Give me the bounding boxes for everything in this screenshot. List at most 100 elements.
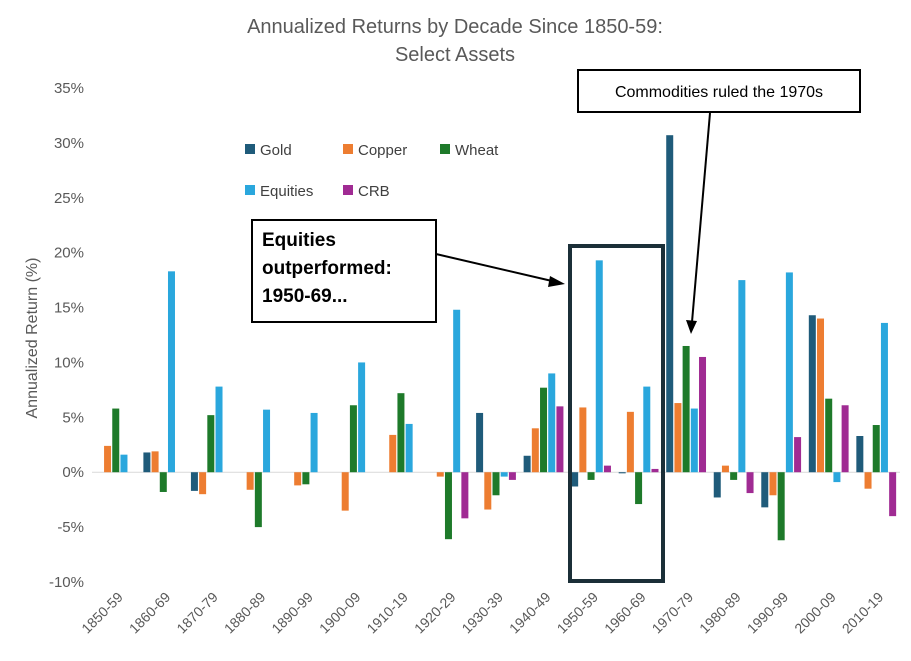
bar-copper [151, 451, 159, 473]
x-tick-label: 1850-59 [78, 589, 126, 637]
annotation-equities-arrow [435, 253, 553, 282]
bar-wheat [444, 472, 452, 540]
bar-wheat [492, 472, 500, 496]
bar-equities [643, 386, 651, 473]
bar-copper [626, 411, 634, 473]
annotation-equities: Equities outperformed: 1950-69... [251, 219, 565, 323]
bar-crb [841, 405, 849, 473]
bar-copper [817, 318, 825, 473]
x-tick-label: 1910-19 [363, 589, 411, 637]
bar-wheat [112, 408, 120, 473]
bar-gold [761, 472, 769, 508]
y-tick-label: -5% [57, 519, 84, 536]
x-tick-label: 1930-39 [458, 589, 506, 637]
bar-copper [769, 472, 777, 496]
bar-equities [120, 454, 128, 473]
bar-wheat [635, 472, 643, 505]
highlight-box-1950-69 [568, 244, 665, 583]
annotation-equities-line-3: 1950-69... [262, 286, 348, 307]
bar-equities [310, 412, 318, 473]
annotation-commodities: Commodities ruled the 1970s [577, 69, 861, 334]
bar-copper [199, 472, 207, 495]
x-tick-label: 1940-49 [506, 589, 554, 637]
bar-copper [531, 428, 539, 473]
bar-equities [880, 322, 888, 473]
x-tick-label: 1960-69 [601, 589, 649, 637]
legend-label-copper: Copper [358, 142, 407, 159]
bar-crb [794, 437, 802, 473]
legend-swatch-wheat [440, 144, 450, 154]
bar-wheat [730, 472, 738, 480]
bar-wheat [207, 415, 215, 473]
bar-copper [436, 472, 444, 477]
x-tick-label: 2000-09 [791, 589, 839, 637]
legend-label-equities: Equities [260, 183, 313, 200]
legend-label-wheat: Wheat [455, 142, 499, 159]
bar-copper [484, 472, 492, 510]
annotation-equities-line-2: outperformed: [262, 258, 392, 279]
annotation-equities-arrowhead [548, 276, 565, 287]
bar-equities [358, 362, 366, 473]
bar-crb [651, 468, 659, 473]
annotation-commodities-text: Commodities ruled the 1970s [615, 84, 823, 101]
y-tick-label: 15% [54, 300, 84, 317]
y-tick-label: 10% [54, 354, 84, 371]
bar-equities [833, 472, 841, 483]
annotation-commodities-arrowhead [686, 320, 697, 334]
legend-swatch-crb [343, 185, 353, 195]
legend: Gold Copper Wheat Equities CRB [245, 142, 499, 200]
bar-crb [889, 472, 897, 517]
bar-wheat [302, 472, 310, 485]
x-tick-label: 1950-59 [554, 589, 602, 637]
bar-gold [143, 452, 151, 473]
bar-wheat [349, 405, 357, 473]
bar-equities [785, 272, 793, 473]
bar-copper [246, 472, 254, 490]
bar-gold [523, 455, 531, 473]
bar-copper [864, 472, 872, 489]
bar-wheat [397, 393, 405, 473]
annotation-equities-box [251, 219, 437, 323]
y-tick-label: -10% [49, 574, 84, 591]
bar-gold [618, 472, 626, 474]
bar-equities [548, 373, 556, 473]
x-tick-label: 1980-89 [696, 589, 744, 637]
bar-copper [674, 403, 682, 473]
legend-label-crb: CRB [358, 183, 390, 200]
chart-title-line-2: Select Assets [395, 44, 515, 66]
bar-wheat [777, 472, 785, 541]
chart-title-line-1: Annualized Returns by Decade Since 1850-… [247, 16, 663, 38]
bar-wheat [682, 345, 690, 473]
legend-swatch-gold [245, 144, 255, 154]
x-tick-label: 1900-09 [316, 589, 364, 637]
bar-equities [453, 309, 461, 473]
bar-equities [500, 472, 508, 477]
bar-copper [721, 465, 729, 473]
x-tick-label: 2010-19 [839, 589, 887, 637]
bar-wheat [825, 398, 833, 473]
bar-gold [856, 436, 864, 473]
x-tick-label: 1870-79 [173, 589, 221, 637]
bar-gold [808, 315, 816, 473]
bar-equities [738, 280, 746, 473]
bar-copper [294, 472, 302, 486]
bar-crb [603, 465, 611, 473]
bar-crb [699, 356, 707, 473]
y-tick-label: 20% [54, 245, 84, 262]
bar-equities [405, 423, 413, 473]
x-tick-label: 1990-99 [744, 589, 792, 637]
x-tick-label: 1880-89 [221, 589, 269, 637]
bar-equities [690, 408, 698, 473]
legend-label-gold: Gold [260, 142, 292, 159]
x-tick-label: 1920-29 [411, 589, 459, 637]
bar-wheat [540, 387, 548, 473]
bar-wheat [159, 472, 167, 492]
y-tick-label: 0% [62, 464, 84, 481]
bar-gold [666, 135, 674, 473]
bar-equities [595, 260, 603, 473]
y-tick-label: 5% [62, 409, 84, 426]
bar-equities [215, 386, 223, 473]
bar-wheat [872, 425, 880, 473]
bar-wheat [254, 472, 262, 528]
